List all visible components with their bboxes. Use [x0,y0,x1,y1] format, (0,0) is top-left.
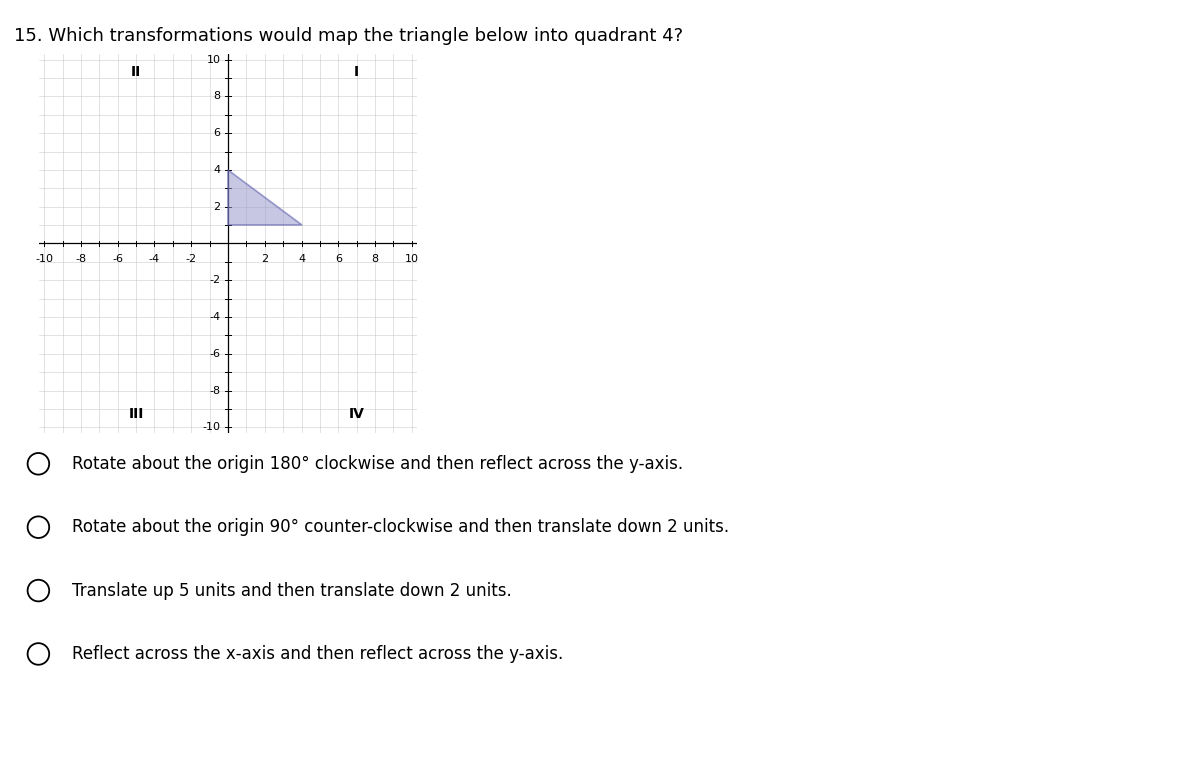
Text: -6: -6 [210,349,221,359]
Text: Reflect across the x-axis and then reflect across the y-axis.: Reflect across the x-axis and then refle… [72,645,563,663]
Text: -6: -6 [112,254,124,264]
Text: 8: 8 [372,254,379,264]
Text: -4: -4 [210,312,221,322]
Text: 10: 10 [404,254,419,264]
Text: 15. Which transformations would map the triangle below into quadrant 4?: 15. Which transformations would map the … [14,27,684,45]
Text: 6: 6 [335,254,342,264]
Text: Translate up 5 units and then translate down 2 units.: Translate up 5 units and then translate … [72,581,511,600]
Polygon shape [228,170,301,225]
Text: I: I [354,66,359,80]
Text: 6: 6 [214,128,221,138]
Text: II: II [131,66,142,80]
Text: -2: -2 [186,254,197,264]
Text: 4: 4 [214,165,221,175]
Text: -2: -2 [210,275,221,285]
Text: III: III [128,407,144,421]
Text: -8: -8 [210,386,221,396]
Text: IV: IV [349,407,365,421]
Text: -8: -8 [76,254,86,264]
Text: -10: -10 [203,422,221,432]
Text: Rotate about the origin 180° clockwise and then reflect across the y-axis.: Rotate about the origin 180° clockwise a… [72,455,683,473]
Text: 2: 2 [262,254,269,264]
Text: 4: 4 [298,254,305,264]
Text: 8: 8 [214,91,221,101]
Text: 10: 10 [206,55,221,65]
Text: -4: -4 [149,254,160,264]
Text: Rotate about the origin 90° counter-clockwise and then translate down 2 units.: Rotate about the origin 90° counter-cloc… [72,518,730,536]
Text: 2: 2 [214,202,221,212]
Text: -10: -10 [35,254,53,264]
